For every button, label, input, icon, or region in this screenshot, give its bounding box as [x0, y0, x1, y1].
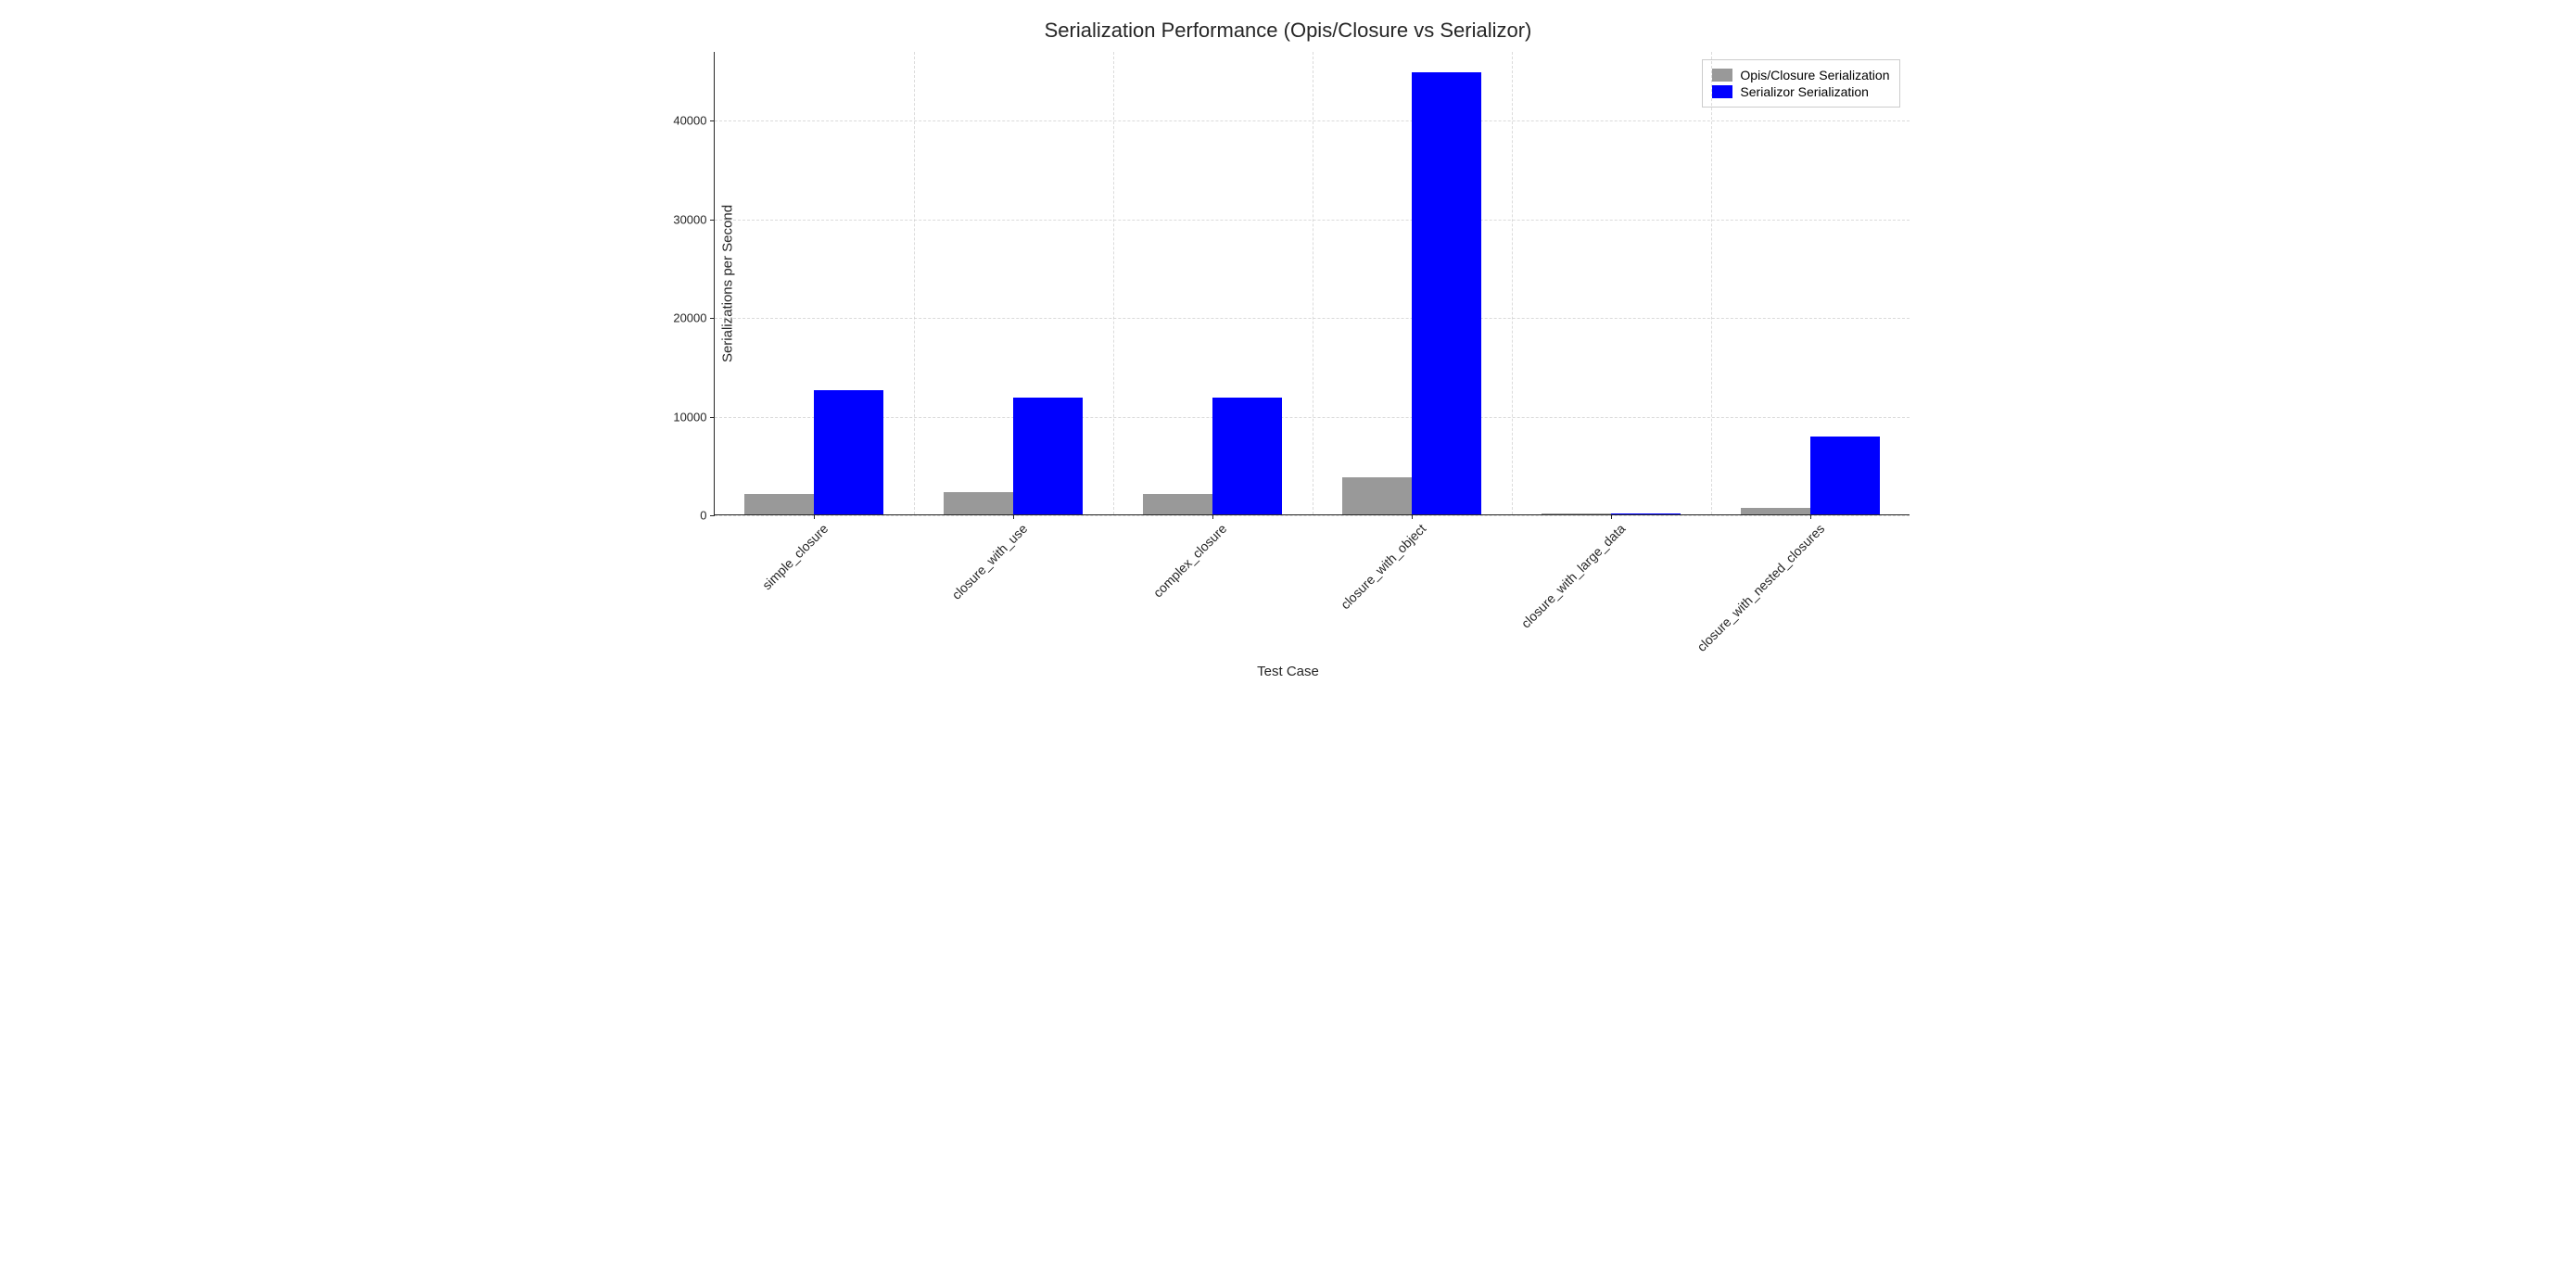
- chart-container: Serialization Performance (Opis/Closure …: [640, 19, 1937, 679]
- bar: [1542, 513, 1611, 514]
- bar: [1810, 437, 1880, 514]
- legend-label: Serializor Serialization: [1740, 84, 1869, 99]
- y-tick-mark: [710, 220, 715, 221]
- bar: [1741, 508, 1810, 514]
- legend: Opis/Closure Serialization Serializor Ser…: [1702, 59, 1899, 108]
- x-axis-label: Test Case: [640, 664, 1937, 679]
- legend-item: Opis/Closure Serialization: [1712, 68, 1889, 82]
- bar: [744, 494, 814, 514]
- y-tick-label: 40000: [673, 114, 714, 128]
- x-tick-label: closure_with_use: [943, 514, 1031, 602]
- y-tick-label: 20000: [673, 311, 714, 325]
- y-tick-mark: [710, 515, 715, 516]
- y-tick-mark: [710, 120, 715, 121]
- legend-label: Opis/Closure Serialization: [1740, 68, 1889, 82]
- grid-line-v: [1512, 52, 1513, 514]
- bar: [944, 492, 1013, 514]
- bar: [814, 390, 883, 514]
- y-tick-mark: [710, 417, 715, 418]
- y-tick-label: 30000: [673, 212, 714, 226]
- chart-title: Serialization Performance (Opis/Closure …: [640, 19, 1937, 43]
- y-tick-mark: [710, 318, 715, 319]
- legend-swatch: [1712, 69, 1732, 82]
- x-tick-label: complex_closure: [1144, 514, 1230, 601]
- legend-item: Serializor Serialization: [1712, 84, 1889, 99]
- x-tick-label: closure_with_nested_closures: [1687, 514, 1827, 654]
- plot-area: Opis/Closure Serialization Serializor Ser…: [714, 52, 1910, 515]
- grid-line-h: [715, 515, 1910, 516]
- bar: [1212, 398, 1282, 514]
- x-tick-label: simple_closure: [753, 514, 831, 592]
- bar: [1342, 477, 1412, 514]
- legend-swatch: [1712, 85, 1732, 98]
- grid-line-v: [1113, 52, 1114, 514]
- bar: [1412, 72, 1481, 514]
- bar: [1013, 398, 1083, 514]
- y-tick-label: 10000: [673, 410, 714, 424]
- grid-line-v: [1711, 52, 1712, 514]
- grid-line-v: [914, 52, 915, 514]
- bar: [1143, 494, 1212, 514]
- x-tick-label: closure_with_object: [1331, 514, 1428, 612]
- x-tick-label: closure_with_large_data: [1512, 514, 1629, 631]
- bar: [1611, 513, 1681, 514]
